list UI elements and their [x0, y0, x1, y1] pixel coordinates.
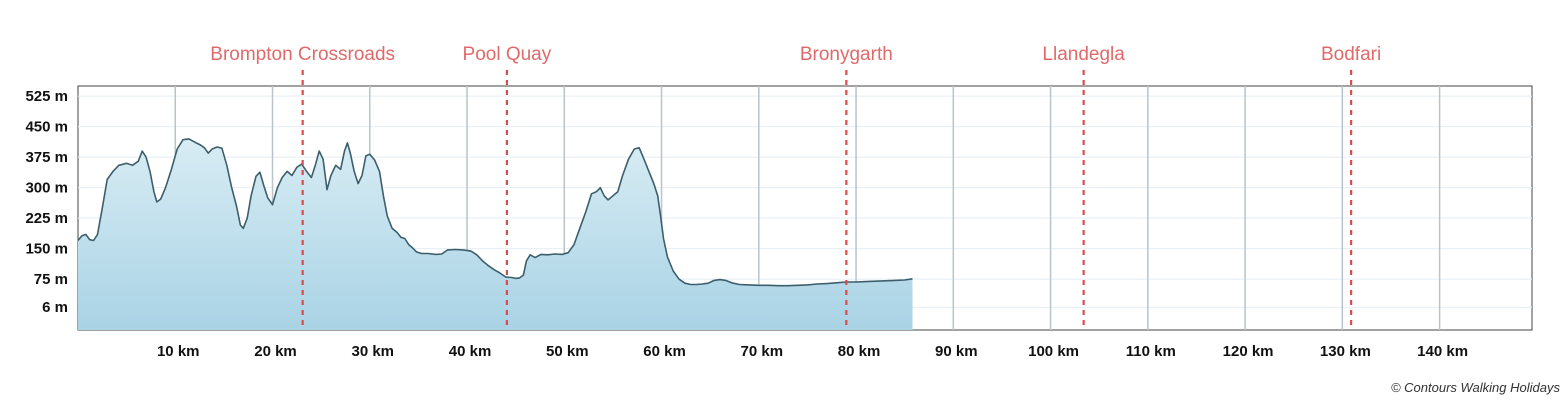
x-tick-label: 140 km [1417, 343, 1468, 360]
x-tick-label: 110 km [1126, 343, 1176, 360]
x-tick-label: 30 km [351, 343, 394, 360]
x-tick-label: 60 km [643, 343, 686, 360]
waypoint-label: Bodfari [1321, 44, 1381, 65]
x-tick-label: 90 km [935, 343, 978, 360]
y-tick-label: 525 m [25, 88, 68, 105]
x-tick-label: 20 km [254, 343, 297, 360]
x-tick-label: 40 km [449, 343, 492, 360]
y-tick-label: 75 m [34, 271, 68, 288]
waypoint-markers: Brompton Crossroads Pool Quay Bronygarth Ll… [210, 44, 1381, 330]
y-tick-label: 150 m [25, 241, 68, 258]
waypoint-label: Llandegla [1042, 44, 1125, 65]
elevation-area [78, 138, 913, 330]
waypoint-label: Pool Quay [463, 44, 552, 65]
x-tick-label: 10 km [157, 343, 200, 360]
waypoint-label: Brompton Crossroads [210, 44, 395, 65]
x-tick-label: 50 km [546, 343, 589, 360]
elevation-line [77, 138, 913, 287]
waypoint-label: Bronygarth [800, 44, 893, 65]
x-tick-label: 120 km [1223, 343, 1274, 360]
x-axis-tick-labels: 10 km 20 km 30 km 40 km 50 km 60 km 70 km 80 km… [157, 343, 1468, 360]
x-tick-label: 70 km [741, 343, 784, 360]
y-tick-label: 6 m [42, 299, 68, 316]
y-tick-label: 300 m [25, 180, 68, 197]
y-tick-label: 375 m [25, 149, 68, 166]
y-axis-tick-labels: 6 m 75 m 150 m 225 m 300 m 375 m 450 m 525 m [25, 88, 68, 316]
credit-text: © Contours Walking Holidays [1391, 380, 1561, 395]
y-tick-label: 450 m [25, 119, 68, 136]
y-tick-label: 225 m [25, 210, 68, 227]
x-tick-label: 80 km [838, 343, 881, 360]
x-tick-label: 130 km [1320, 343, 1371, 360]
x-tick-label: 100 km [1028, 343, 1079, 360]
